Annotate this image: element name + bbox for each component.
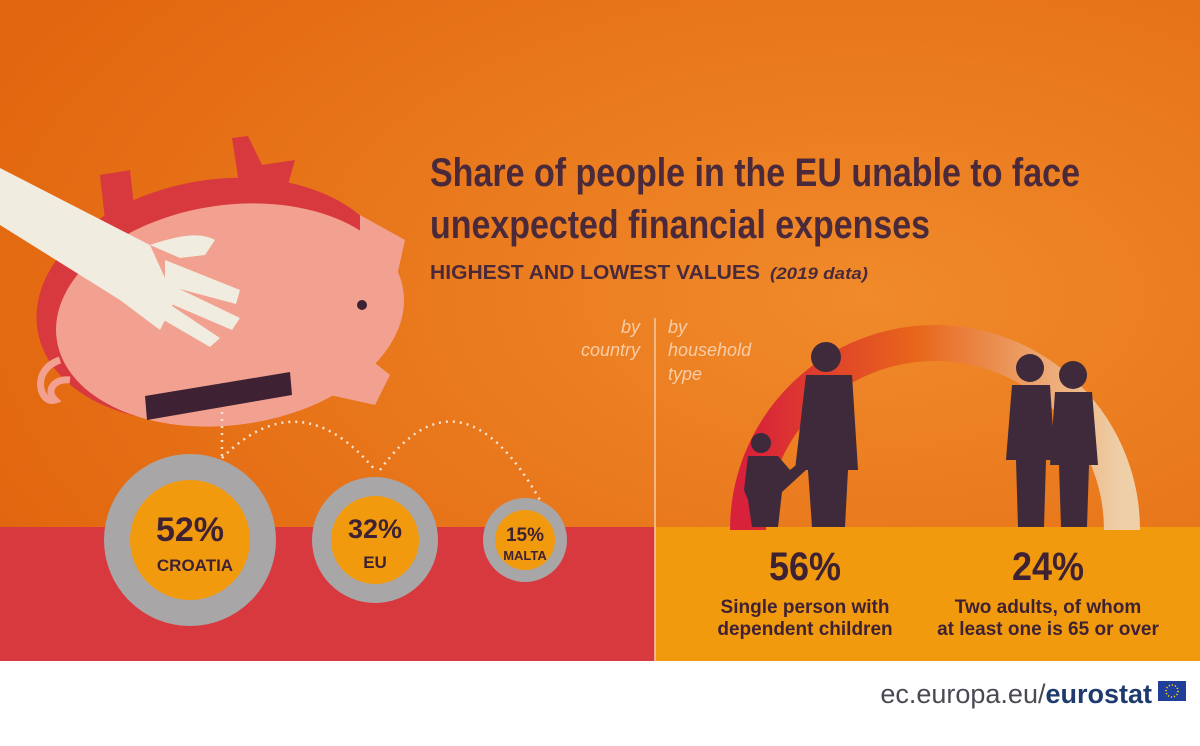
coin-value: 32% (348, 514, 402, 544)
household-value: 24% (1012, 545, 1084, 589)
household-label: dependent children (717, 619, 892, 640)
household-label: at least one is 65 or over (937, 619, 1159, 640)
footer-band (0, 661, 1200, 746)
note: (2019 data) (770, 264, 868, 283)
household-label: Two adults, of whom (955, 597, 1141, 618)
dotted-path (220, 412, 542, 501)
household-band (655, 527, 1200, 661)
subtitle: HIGHEST AND LOWEST VALUES (430, 262, 760, 284)
title: Share of people in the EU unable to face (430, 151, 1080, 195)
coin-value: 15% (506, 525, 544, 546)
footer-brand: eurostat (1045, 679, 1152, 709)
hand (0, 168, 240, 347)
section-label: by (621, 317, 641, 337)
footer-url: ec.europa.eu/ (880, 679, 1046, 709)
footer-text: ec.europa.eu/eurostat (880, 679, 1152, 709)
section-label: household (668, 340, 752, 360)
coin (104, 454, 567, 626)
coin-label: CROATIA (157, 556, 233, 575)
coin-label: MALTA (503, 548, 547, 563)
section-label: by (668, 317, 688, 337)
eu-flag (1158, 681, 1186, 701)
household-label: Single person with (721, 597, 890, 618)
coin-label: EU (363, 553, 387, 572)
title: unexpected financial expenses (430, 203, 930, 247)
section-label: country (581, 340, 641, 360)
people (744, 342, 1098, 527)
section-label: type (668, 364, 702, 384)
household-value: 56% (769, 545, 841, 589)
coin-value: 52% (156, 511, 224, 549)
